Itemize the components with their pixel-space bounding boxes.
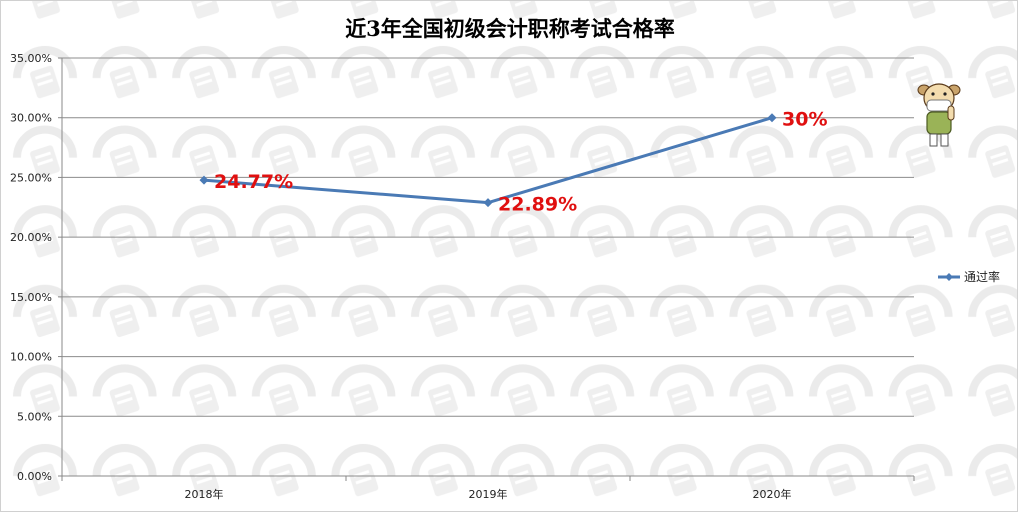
data-point: [483, 198, 493, 208]
x-tick-label: 2020年: [753, 487, 792, 501]
x-tick-label: 2019年: [469, 487, 508, 501]
data-labels: 24.77% 22.89% 30%: [214, 109, 827, 216]
y-tick-label: 10.00%: [10, 351, 52, 364]
data-label: 30%: [782, 109, 827, 131]
y-tick-label: 5.00%: [17, 410, 52, 423]
y-tick-label: 15.00%: [10, 291, 52, 304]
legend: 通过率: [938, 269, 1000, 284]
cow-mascot-icon: [917, 83, 961, 147]
series-layer: [199, 113, 777, 208]
chart-title: 近3年全国初级会计职称考试合格率: [345, 16, 675, 41]
y-tick-label: 20.00%: [10, 231, 52, 244]
axes: 0.00% 5.00% 10.00% 15.00% 20.00% 25.00% 30.00%…: [10, 52, 915, 501]
data-label: 24.77%: [214, 171, 293, 193]
y-tick-label: 35.00%: [10, 52, 52, 65]
data-point: [767, 113, 777, 123]
x-tick-label: 2018年: [185, 487, 224, 501]
y-tick-label: 25.00%: [10, 171, 52, 184]
data-label: 22.89%: [498, 194, 577, 216]
legend-label: 通过率: [964, 269, 1000, 284]
y-tick-label: 0.00%: [17, 470, 52, 483]
y-tick-label: 30.00%: [10, 112, 52, 125]
legend-marker: [945, 273, 953, 281]
data-point: [199, 175, 209, 185]
